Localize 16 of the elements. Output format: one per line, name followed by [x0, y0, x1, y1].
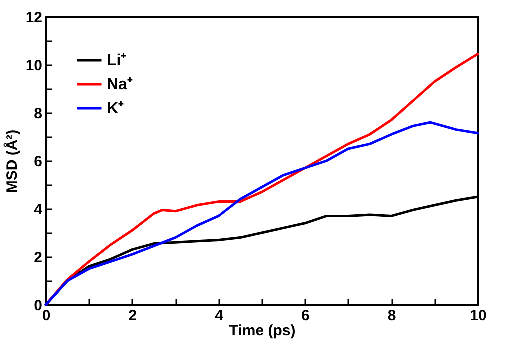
- legend-label: K⁺: [107, 100, 125, 118]
- y-tick-label: 6: [34, 154, 42, 170]
- x-tick-label: 4: [215, 308, 224, 324]
- y-tick-label: 8: [34, 106, 42, 122]
- x-tick-label: 10: [470, 308, 487, 324]
- y-axis-title: MSD (Å²): [2, 130, 21, 194]
- x-axis-title: Time (ps): [229, 322, 296, 340]
- y-tick-label: 10: [26, 58, 42, 74]
- x-tick-label: 6: [302, 308, 310, 324]
- legend-label: Na⁺: [107, 76, 134, 94]
- x-tick-label: 8: [388, 308, 396, 324]
- x-tick-label: 2: [128, 308, 138, 324]
- y-tick-label: 4: [34, 202, 44, 218]
- legend-label: Li⁺: [107, 52, 128, 70]
- y-tick-label: 12: [26, 10, 42, 26]
- y-tick-label: 2: [34, 250, 42, 266]
